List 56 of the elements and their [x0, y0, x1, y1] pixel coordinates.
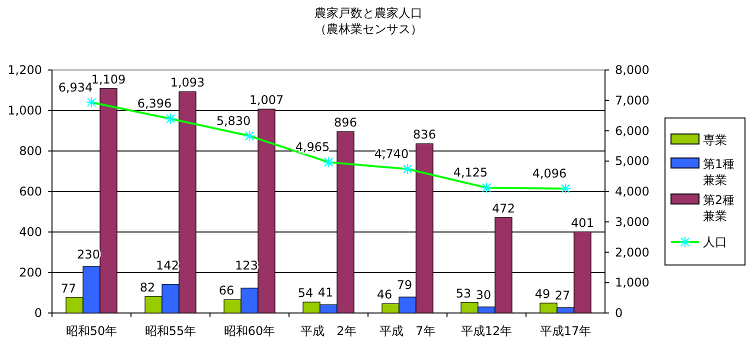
data-label: 472 [492, 201, 515, 216]
chart-title: 農家戸数と農家人口 [314, 6, 422, 20]
legend-label: 第2種兼業 [703, 193, 735, 223]
data-label: 6,396 [137, 96, 172, 111]
data-label: 230 [77, 247, 100, 262]
x-tick-label: 昭和50年 [66, 324, 118, 338]
y2-tick-label: 4,000 [615, 184, 650, 198]
x-tick-label: 平成12年 [460, 324, 512, 338]
data-label: 46 [376, 288, 392, 302]
data-label: 54 [298, 286, 314, 300]
data-label: 836 [413, 128, 436, 142]
y2-tick-label: 8,000 [615, 63, 650, 77]
x-tick-label: 平成 2年 [300, 324, 356, 338]
y-tick-label: 400 [19, 225, 42, 239]
data-label: 6,934 [58, 80, 93, 94]
y2-tick-label: 6,000 [615, 124, 650, 138]
legend-label: 人口 [703, 235, 727, 249]
y2-tick-label: 0 [615, 306, 623, 320]
legend-label: 専業 [703, 133, 727, 147]
y2-tick-label: 5,000 [615, 154, 650, 168]
data-label: 142 [156, 258, 179, 272]
data-label: 1,109 [91, 72, 126, 86]
data-label: 4,096 [532, 166, 567, 181]
data-label: 4,965 [295, 140, 330, 154]
x-tick-label: 平成 7年 [380, 324, 436, 338]
data-label: 123 [235, 258, 258, 272]
data-label: 49 [534, 287, 550, 302]
y-tick-label: 1,200 [8, 63, 42, 77]
data-label: 4,125 [453, 166, 488, 180]
data-label: 896 [334, 116, 357, 130]
x-tick-label: 平成17年 [540, 324, 592, 338]
y-tick-label: 1,000 [8, 104, 42, 118]
data-label: 30 [476, 288, 492, 302]
data-label: 77 [60, 281, 76, 296]
chart-subtitle: （農林業センサス） [314, 22, 422, 36]
data-label: 1,007 [249, 93, 284, 108]
data-label: 53 [456, 286, 472, 300]
legend-label: 第1種兼業 [703, 157, 735, 187]
x-tick-label: 昭和55年 [144, 324, 196, 338]
y-tick-label: 0 [34, 306, 42, 320]
y-tick-label: 600 [19, 184, 42, 198]
y2-tick-label: 2,000 [615, 245, 650, 260]
data-label: 1,093 [170, 76, 205, 90]
data-label: 79 [396, 278, 412, 292]
data-label: 82 [140, 280, 156, 294]
y2-tick-label: 3,000 [615, 214, 650, 229]
y2-tick-label: 7,000 [615, 93, 650, 108]
y2-tick-label: 1,000 [615, 276, 650, 290]
data-label: 66 [218, 284, 234, 298]
y-tick-label: 800 [19, 144, 42, 158]
x-tick-label: 昭和60年 [224, 324, 276, 338]
data-label: 41 [318, 286, 334, 300]
data-label: 27 [554, 288, 570, 303]
data-label: 401 [571, 216, 594, 230]
y-tick-label: 200 [19, 266, 42, 280]
data-label: 5,830 [216, 114, 251, 128]
